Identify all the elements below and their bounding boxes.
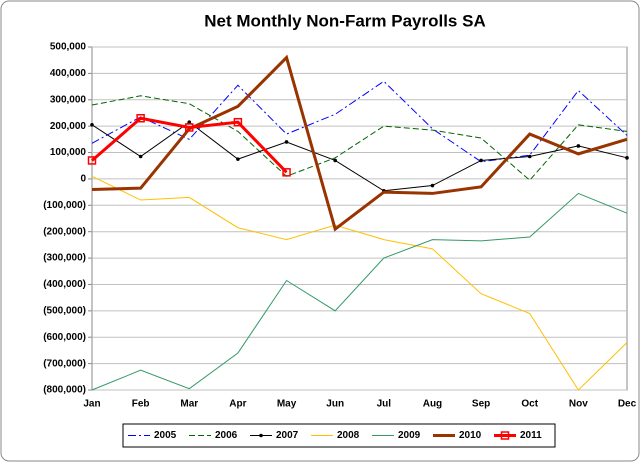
point-marker (233, 117, 243, 127)
legend-label: 2008 (337, 430, 360, 441)
point-marker (138, 154, 143, 159)
y-tick-label: 400,000 (50, 68, 87, 79)
y-tick-label: 200,000 (50, 121, 87, 132)
point-marker (333, 158, 337, 163)
legend-label: 2006 (215, 430, 238, 441)
point-marker (576, 144, 581, 148)
legend-marker (259, 433, 263, 438)
point-marker (430, 183, 435, 188)
series-line (91, 95, 628, 181)
series-line (91, 175, 628, 391)
point-marker (625, 156, 629, 160)
point-marker (236, 157, 240, 161)
x-tick-label: Mar (180, 399, 198, 410)
y-tick-label: 300,000 (50, 94, 87, 105)
plot-area (91, 46, 628, 391)
y-tick-label: (200,000) (43, 226, 86, 237)
x-tick-label: Nov (569, 399, 588, 410)
x-tick-label: May (277, 399, 297, 410)
point-marker (136, 113, 145, 123)
legend-box (122, 423, 556, 448)
y-tick-label: (600,000) (43, 332, 86, 343)
legend-label: 2005 (154, 430, 177, 441)
legend-label: 2011 (520, 430, 542, 441)
y-tick-label: (700,000) (43, 358, 86, 369)
legend-label: 2010 (459, 430, 482, 441)
series-line (91, 54, 628, 232)
x-tick-label: Feb (132, 399, 150, 410)
series-line (91, 116, 288, 174)
legend-label: 2007 (276, 430, 299, 441)
chart-title: Net Monthly Non-Farm Payrolls SA (204, 11, 485, 30)
point-marker (479, 158, 483, 163)
x-tick-label: Dec (618, 399, 637, 410)
x-tick-label: Jan (83, 399, 100, 410)
series-line (91, 192, 628, 391)
point-marker (527, 154, 532, 159)
series-line (91, 121, 628, 192)
point-marker (90, 123, 94, 127)
x-tick-label: Oct (521, 399, 538, 410)
x-tick-label: Apr (229, 399, 246, 410)
series-line (91, 80, 628, 163)
x-tick-label: Aug (423, 399, 442, 410)
legend-label: 2009 (398, 430, 421, 441)
point-marker (87, 156, 97, 165)
y-tick-label: (100,000) (43, 200, 86, 211)
legend-marker (500, 431, 510, 440)
y-tick-label: 500,000 (50, 42, 87, 53)
x-tick-label: Jul (377, 399, 392, 410)
point-marker (187, 120, 192, 124)
y-tick-label: 0 (80, 174, 86, 185)
y-tick-label: 100,000 (50, 147, 87, 158)
point-marker (282, 168, 291, 177)
y-tick-label: (400,000) (43, 279, 86, 290)
y-tick-label: (300,000) (43, 253, 86, 264)
y-tick-label: (500,000) (43, 305, 86, 316)
y-tick-label: (800,000) (43, 385, 86, 396)
point-marker (284, 140, 289, 144)
point-marker (185, 123, 194, 132)
x-tick-label: Sep (472, 399, 490, 410)
x-tick-label: Jun (326, 399, 344, 410)
